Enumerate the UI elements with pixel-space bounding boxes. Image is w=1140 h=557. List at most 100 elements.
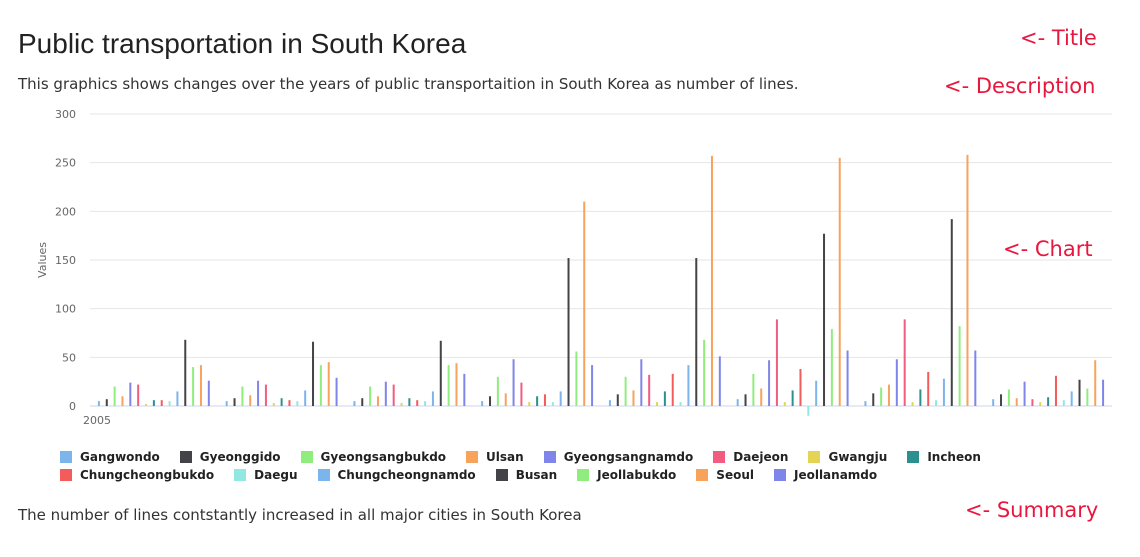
bar	[249, 395, 252, 406]
bar	[319, 365, 322, 406]
bar	[1102, 379, 1105, 406]
page-summary: The number of lines contstantly increase…	[18, 506, 582, 524]
bar	[160, 400, 163, 406]
bar	[671, 373, 674, 406]
bar	[958, 326, 961, 406]
bar	[895, 359, 898, 406]
bar	[369, 386, 372, 406]
bar	[184, 339, 187, 406]
bar	[129, 382, 132, 406]
legend-swatch	[234, 469, 247, 481]
legend-label: Seoul	[716, 468, 754, 482]
bar	[608, 400, 611, 406]
legend-item[interactable]: Gwangju	[808, 448, 887, 466]
bar	[416, 400, 419, 406]
bar	[264, 384, 267, 406]
bar	[121, 396, 124, 406]
bar	[1039, 402, 1042, 406]
bar	[335, 377, 338, 406]
bar	[1094, 360, 1097, 406]
legend-swatch	[495, 469, 508, 481]
bar	[1062, 400, 1065, 406]
legend-item[interactable]: Jeollanamdo	[773, 466, 877, 484]
y-tick-label: 250	[55, 157, 76, 170]
legend-item[interactable]: Ulsan	[466, 448, 524, 466]
bar	[1047, 397, 1050, 406]
legend-item[interactable]: Daejeon	[713, 448, 788, 466]
legend-item[interactable]: Gyeongsangnamdo	[543, 448, 694, 466]
bar	[616, 394, 619, 406]
bar	[376, 396, 379, 406]
legend-item[interactable]: Seoul	[696, 466, 754, 484]
bar	[935, 400, 938, 406]
legend-label: Chungcheongnamdo	[337, 468, 476, 482]
bar	[241, 386, 244, 406]
legend-swatch	[179, 451, 192, 463]
bar	[927, 371, 930, 406]
bar	[496, 376, 499, 406]
legend-item[interactable]: Chungcheongnamdo	[317, 466, 476, 484]
bar	[775, 319, 778, 406]
bar	[799, 369, 802, 406]
bar	[815, 380, 818, 406]
bar	[624, 376, 627, 406]
bar	[783, 402, 786, 406]
legend-item[interactable]: Busan	[495, 466, 558, 484]
bar	[752, 373, 755, 406]
bar	[424, 401, 427, 406]
legend-swatch	[713, 451, 726, 463]
legend-item[interactable]: Gyeonggido	[179, 448, 281, 466]
bar	[392, 384, 395, 406]
legend-label: Daegu	[254, 468, 298, 482]
legend-label: Gangwondo	[80, 450, 160, 464]
legend-label: Gyeonggido	[199, 450, 281, 464]
bar	[656, 402, 659, 406]
legend-label: Ulsan	[486, 450, 524, 464]
bar	[1023, 381, 1026, 406]
page-description: This graphics shows changes over the yea…	[18, 75, 799, 93]
y-tick-label: 50	[62, 351, 76, 364]
legend-swatch	[773, 469, 786, 481]
bar	[551, 402, 554, 406]
bar	[567, 258, 570, 406]
bar	[830, 329, 833, 406]
legend-label: Gyeongsangnamdo	[563, 450, 694, 464]
bar	[687, 365, 690, 406]
legend-label: Busan	[515, 468, 558, 482]
bar	[966, 154, 969, 406]
legend-item[interactable]: Gangwondo	[60, 448, 160, 466]
legend-item[interactable]: Daegu	[234, 466, 298, 484]
bar	[137, 384, 140, 406]
bar	[583, 201, 586, 406]
legend-item[interactable]: Chungcheongbukdo	[60, 466, 214, 484]
bar	[760, 388, 763, 406]
bar	[1054, 375, 1057, 406]
bar	[280, 398, 283, 406]
bar	[384, 381, 387, 406]
bar	[225, 401, 228, 406]
legend-swatch	[60, 451, 72, 463]
bar	[199, 365, 202, 406]
bar	[304, 390, 307, 406]
bar	[327, 362, 330, 406]
bar	[528, 402, 531, 406]
legend-swatch	[466, 451, 479, 463]
bar	[791, 390, 794, 406]
bar	[257, 380, 260, 406]
bar	[520, 382, 523, 406]
bar	[710, 155, 713, 406]
legend-label: Daejeon	[733, 450, 789, 464]
legend-item[interactable]: Incheon	[907, 448, 981, 466]
bar	[207, 380, 210, 406]
legend-item[interactable]: Gyeongsangbukdo	[300, 448, 446, 466]
legend-item[interactable]: Jeollabukdo	[577, 466, 676, 484]
bar	[880, 387, 883, 406]
bar	[823, 233, 826, 406]
bar	[489, 396, 492, 406]
bar	[481, 401, 484, 406]
page-title: Public transportation in South Korea	[18, 28, 467, 59]
legend-swatch	[60, 469, 72, 481]
bar	[872, 393, 875, 406]
chart-legend: Gangwondo Gyeonggido Gyeongsangbukdo Ulsan G…	[60, 448, 1120, 484]
legend-swatch	[577, 469, 590, 481]
